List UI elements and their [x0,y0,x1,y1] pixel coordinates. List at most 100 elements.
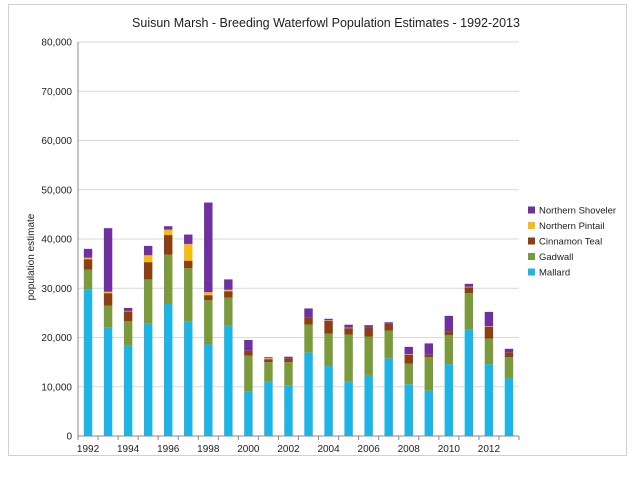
bar-segment-gadwall [404,363,413,385]
bar-segment-cinnamon-teal [444,331,454,336]
bar-segment-cinnamon-teal [464,287,474,294]
bar-segment-mallard [444,364,454,436]
bar-segment-northern-shoveler [484,311,494,327]
bar-segment-mallard [384,358,393,436]
bar-segment-gadwall [83,269,93,290]
y-tick-label: 60,000 [41,136,72,147]
bar-segment-cinnamon-teal [143,262,153,280]
bar-segment-gadwall [364,336,373,376]
bar-segment-cinnamon-teal [264,359,273,363]
legend-swatch [528,222,535,229]
bar-segment-mallard [244,391,253,436]
axes: 0 10,000 20,000 30,000 40,000 50,000 60,000 70,… [41,38,520,455]
bar-segment-mallard [404,384,413,436]
bar-segment-mallard [143,323,153,436]
bar-segment-gadwall [424,357,434,391]
bar-segment-northern-shoveler [444,315,454,332]
bar-segment-northern-pintail [163,229,173,236]
bar-segment-northern-pintail [184,243,193,261]
bar-segment-cinnamon-teal [424,354,434,358]
legend-swatch [528,206,535,214]
x-tick-label: 1996 [157,444,180,455]
chart-title: Suisun Marsh - Breeding Waterfowl Popula… [132,16,520,30]
bar-segment-mallard [424,390,434,436]
y-tick-label: 40,000 [41,235,72,246]
bar-segment-mallard [204,344,213,436]
bar-segment-gadwall [324,333,333,367]
bar-segment-northern-shoveler [184,234,193,244]
legend-label: Northern Shoveler [539,206,616,217]
bar-segment-northern-shoveler [464,283,474,287]
x-tick-label: 1992 [77,444,100,455]
bar-segment-gadwall [384,330,393,359]
bar-segment-cinnamon-teal [484,326,494,339]
legend-label: Northern Pintail [539,221,604,232]
bar-segment-northern-shoveler [244,339,253,351]
bar-segment-northern-shoveler [103,228,113,292]
bar-segment-mallard [83,289,93,436]
bar-segment-mallard [344,381,353,436]
bar-segment-mallard [284,385,293,436]
bar-segment-cinnamon-teal [304,317,313,325]
bar-segment-northern-shoveler [384,322,393,324]
bar-segment-cinnamon-teal [123,311,133,322]
y-tick-label: 70,000 [41,87,72,98]
bar-segment-gadwall [344,334,353,382]
bar-segment-mallard [364,375,373,436]
y-tick-label: 80,000 [41,38,72,49]
bar-segment-gadwall [484,338,494,365]
bar-segment-northern-shoveler [204,202,213,293]
y-tick-label: 50,000 [41,185,72,196]
legend-label: Gadwall [539,252,573,263]
bar-segment-northern-shoveler [83,248,93,258]
bar-segment-northern-pintail [264,358,273,360]
bar-segment-northern-shoveler [324,318,333,321]
bar-segment-gadwall [123,321,133,346]
bar-segment-northern-shoveler [123,307,133,311]
bar-segment-gadwall [304,324,313,353]
bar-segment-cinnamon-teal [83,259,93,270]
x-tick-label: 2004 [317,444,340,455]
y-tick-label: 30,000 [41,284,72,295]
bar-segment-cinnamon-teal [163,235,173,255]
bar-segment-gadwall [284,362,293,386]
bar-segment-mallard [103,327,113,436]
bar-segment-gadwall [264,362,273,382]
bar-segment-mallard [464,329,474,436]
bar-segment-mallard [484,364,494,436]
bar-segment-mallard [304,352,313,436]
bar-segment-gadwall [143,279,153,324]
bar-segment-cinnamon-teal [284,358,293,363]
legend-swatch [528,253,535,260]
bar-segment-northern-shoveler [424,343,434,355]
bar-segment-cinnamon-teal [364,327,373,337]
bar-segment-northern-shoveler [364,325,373,328]
y-axis-label: population estimate [26,213,37,300]
bar-segment-gadwall [184,268,193,322]
legend-swatch [528,268,535,276]
bars [83,202,514,436]
bar-segment-gadwall [464,293,474,330]
bar-segment-mallard [324,366,333,436]
legend: Northern Shoveler Northern Pintail Cinnamo… [528,206,616,279]
bar-segment-cinnamon-teal [384,323,393,331]
bar-segment-gadwall [444,335,454,365]
bar-segment-gadwall [504,357,514,379]
bar-segment-gadwall [103,305,113,328]
bar-segment-northern-pintail [224,289,233,292]
bar-segment-northern-shoveler [504,348,514,353]
x-tick-label: 2002 [277,444,300,455]
bar-segment-cinnamon-teal [244,350,253,356]
bar-segment-northern-shoveler [163,226,173,230]
bar-segment-cinnamon-teal [184,260,193,269]
bar-segment-northern-pintail [83,257,93,260]
bar-segment-mallard [264,381,273,436]
bar-segment-cinnamon-teal [404,354,413,364]
chart-frame: Suisun Marsh - Breeding Waterfowl Popula… [8,4,627,456]
bar-segment-mallard [504,378,514,436]
bar-segment-gadwall [204,300,213,345]
x-tick-label: 2000 [237,444,260,455]
bar-segment-gadwall [163,254,173,305]
bar-segment-mallard [123,345,133,436]
x-tick-label: 1994 [117,444,140,455]
